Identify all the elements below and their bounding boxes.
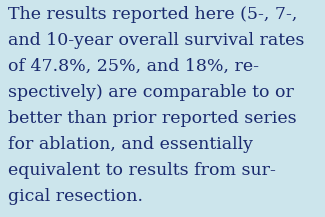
Text: equivalent to results from sur-: equivalent to results from sur- (8, 162, 276, 179)
Text: The results reported here (5-, 7-,: The results reported here (5-, 7-, (8, 6, 297, 23)
Text: spectively) are comparable to or: spectively) are comparable to or (8, 84, 294, 101)
Text: for ablation, and essentially: for ablation, and essentially (8, 136, 253, 153)
Text: gical resection.: gical resection. (8, 188, 143, 205)
Text: better than prior reported series: better than prior reported series (8, 110, 297, 127)
Text: and 10-year overall survival rates: and 10-year overall survival rates (8, 32, 305, 49)
Text: of 47.8%, 25%, and 18%, re-: of 47.8%, 25%, and 18%, re- (8, 58, 259, 75)
